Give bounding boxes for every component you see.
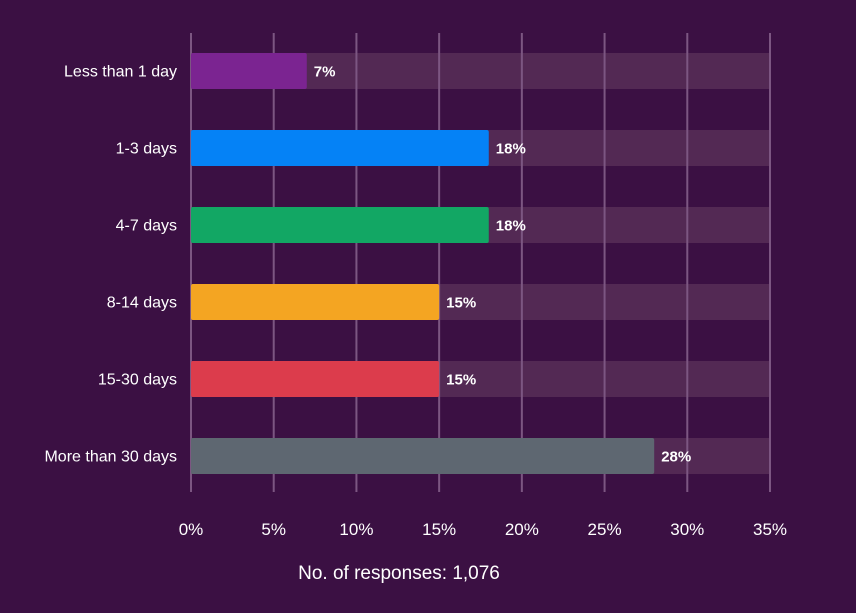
x-tick-label: 20%: [505, 520, 539, 539]
x-tick-label: 0%: [179, 520, 204, 539]
value-label: 15%: [446, 372, 476, 389]
value-label: 18%: [496, 141, 526, 158]
value-label: 15%: [446, 295, 476, 312]
category-label: 4-7 days: [116, 218, 177, 235]
x-tick-label: 35%: [753, 520, 787, 539]
category-label: 8-14 days: [107, 295, 177, 312]
category-label: Less than 1 day: [64, 64, 177, 81]
bar: [191, 53, 307, 89]
responses-note: No. of responses: 1,076: [298, 563, 500, 584]
value-label: 7%: [314, 64, 336, 81]
bar-tracks: [191, 53, 770, 474]
bar: [191, 130, 489, 166]
value-label: 28%: [661, 449, 691, 466]
bar: [191, 438, 655, 474]
x-tick-label: 30%: [670, 520, 704, 539]
x-tick-label: 5%: [261, 520, 286, 539]
category-label: 15-30 days: [98, 372, 177, 389]
gridlines: [190, 33, 771, 492]
bars: [191, 53, 655, 474]
bar: [191, 361, 440, 397]
bar: [191, 207, 489, 243]
x-tick-label: 15%: [422, 520, 456, 539]
x-tick-label: 10%: [339, 520, 373, 539]
labels: 7% Less than 1 day 18% 1-3 days 18% 4-7 days 1…: [44, 64, 787, 540]
value-label: 18%: [496, 218, 526, 235]
category-label: 1-3 days: [116, 141, 177, 158]
x-tick-label: 25%: [588, 520, 622, 539]
category-label: More than 30 days: [44, 449, 177, 466]
bar: [191, 284, 440, 320]
